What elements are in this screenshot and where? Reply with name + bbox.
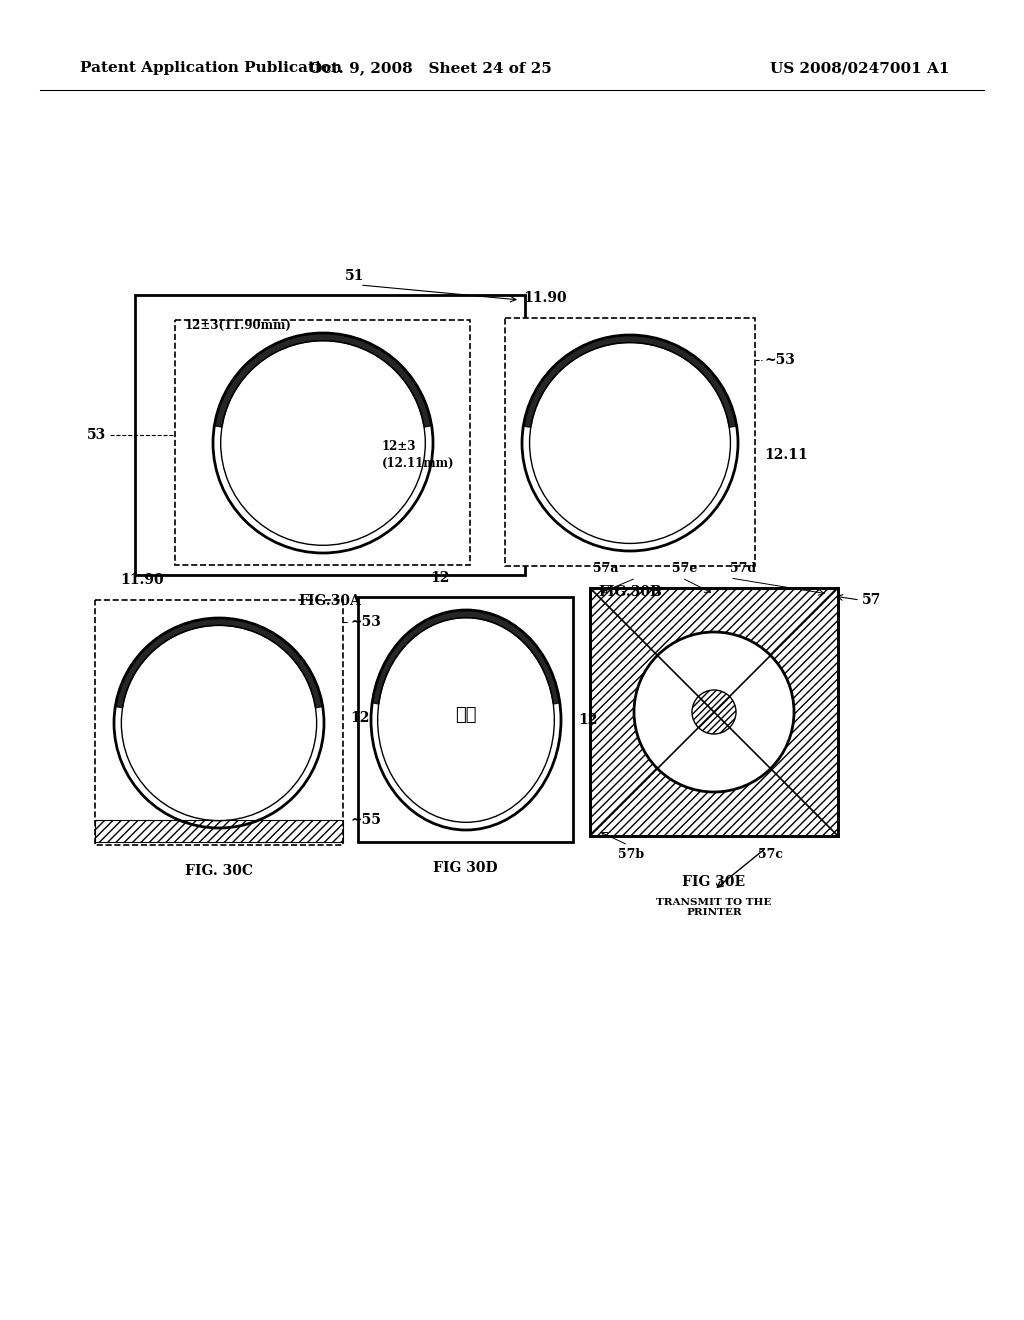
Bar (95, 820, 343, 842)
Ellipse shape (114, 618, 324, 828)
Polygon shape (523, 335, 736, 428)
Text: TRANSMIT TO THE
PRINTER: TRANSMIT TO THE PRINTER (656, 898, 772, 917)
Text: FIG 30D: FIG 30D (433, 861, 498, 875)
Polygon shape (116, 618, 323, 708)
Text: ~53: ~53 (764, 352, 795, 367)
Text: 12.01: 12.01 (350, 711, 393, 725)
Polygon shape (214, 333, 432, 426)
Text: 53: 53 (87, 428, 106, 442)
Text: FIG.30A: FIG.30A (299, 594, 361, 609)
Text: 57c: 57c (758, 847, 783, 861)
Text: 真円: 真円 (456, 706, 477, 723)
Bar (590, 587, 838, 836)
Bar (358, 597, 573, 842)
Text: 57a: 57a (593, 562, 618, 576)
Text: 51: 51 (345, 269, 365, 282)
Text: FIG 30E: FIG 30E (682, 875, 745, 888)
Text: Oct. 9, 2008   Sheet 24 of 25: Oct. 9, 2008 Sheet 24 of 25 (308, 61, 551, 75)
Bar (135, 294, 525, 576)
Text: 57e: 57e (672, 562, 697, 576)
Text: 12±3
(12.11mm): 12±3 (12.11mm) (382, 441, 455, 470)
Text: 57: 57 (862, 593, 882, 607)
Ellipse shape (213, 333, 433, 553)
Polygon shape (372, 610, 560, 704)
Ellipse shape (371, 610, 561, 830)
Text: FIG. 30C: FIG. 30C (185, 865, 253, 878)
Text: US 2008/0247001 A1: US 2008/0247001 A1 (770, 61, 950, 75)
Text: 57b: 57b (618, 847, 644, 861)
Text: 12.11: 12.11 (764, 447, 808, 462)
Text: 57d: 57d (730, 562, 756, 576)
Bar (175, 319, 470, 565)
Text: 11.90: 11.90 (523, 290, 567, 305)
Ellipse shape (522, 335, 738, 550)
Text: FIG.30B: FIG.30B (598, 585, 662, 599)
Bar (590, 587, 838, 836)
Text: 12: 12 (430, 572, 450, 585)
Text: ~53: ~53 (350, 615, 381, 630)
Ellipse shape (634, 632, 794, 792)
Text: ~55: ~55 (350, 813, 381, 828)
Text: 12±3(11.90mm): 12±3(11.90mm) (185, 319, 292, 333)
Text: 12: 12 (578, 713, 597, 727)
Bar (95, 601, 343, 845)
Text: 11.90: 11.90 (120, 573, 164, 587)
Text: Patent Application Publication: Patent Application Publication (80, 61, 342, 75)
Bar (505, 318, 755, 566)
